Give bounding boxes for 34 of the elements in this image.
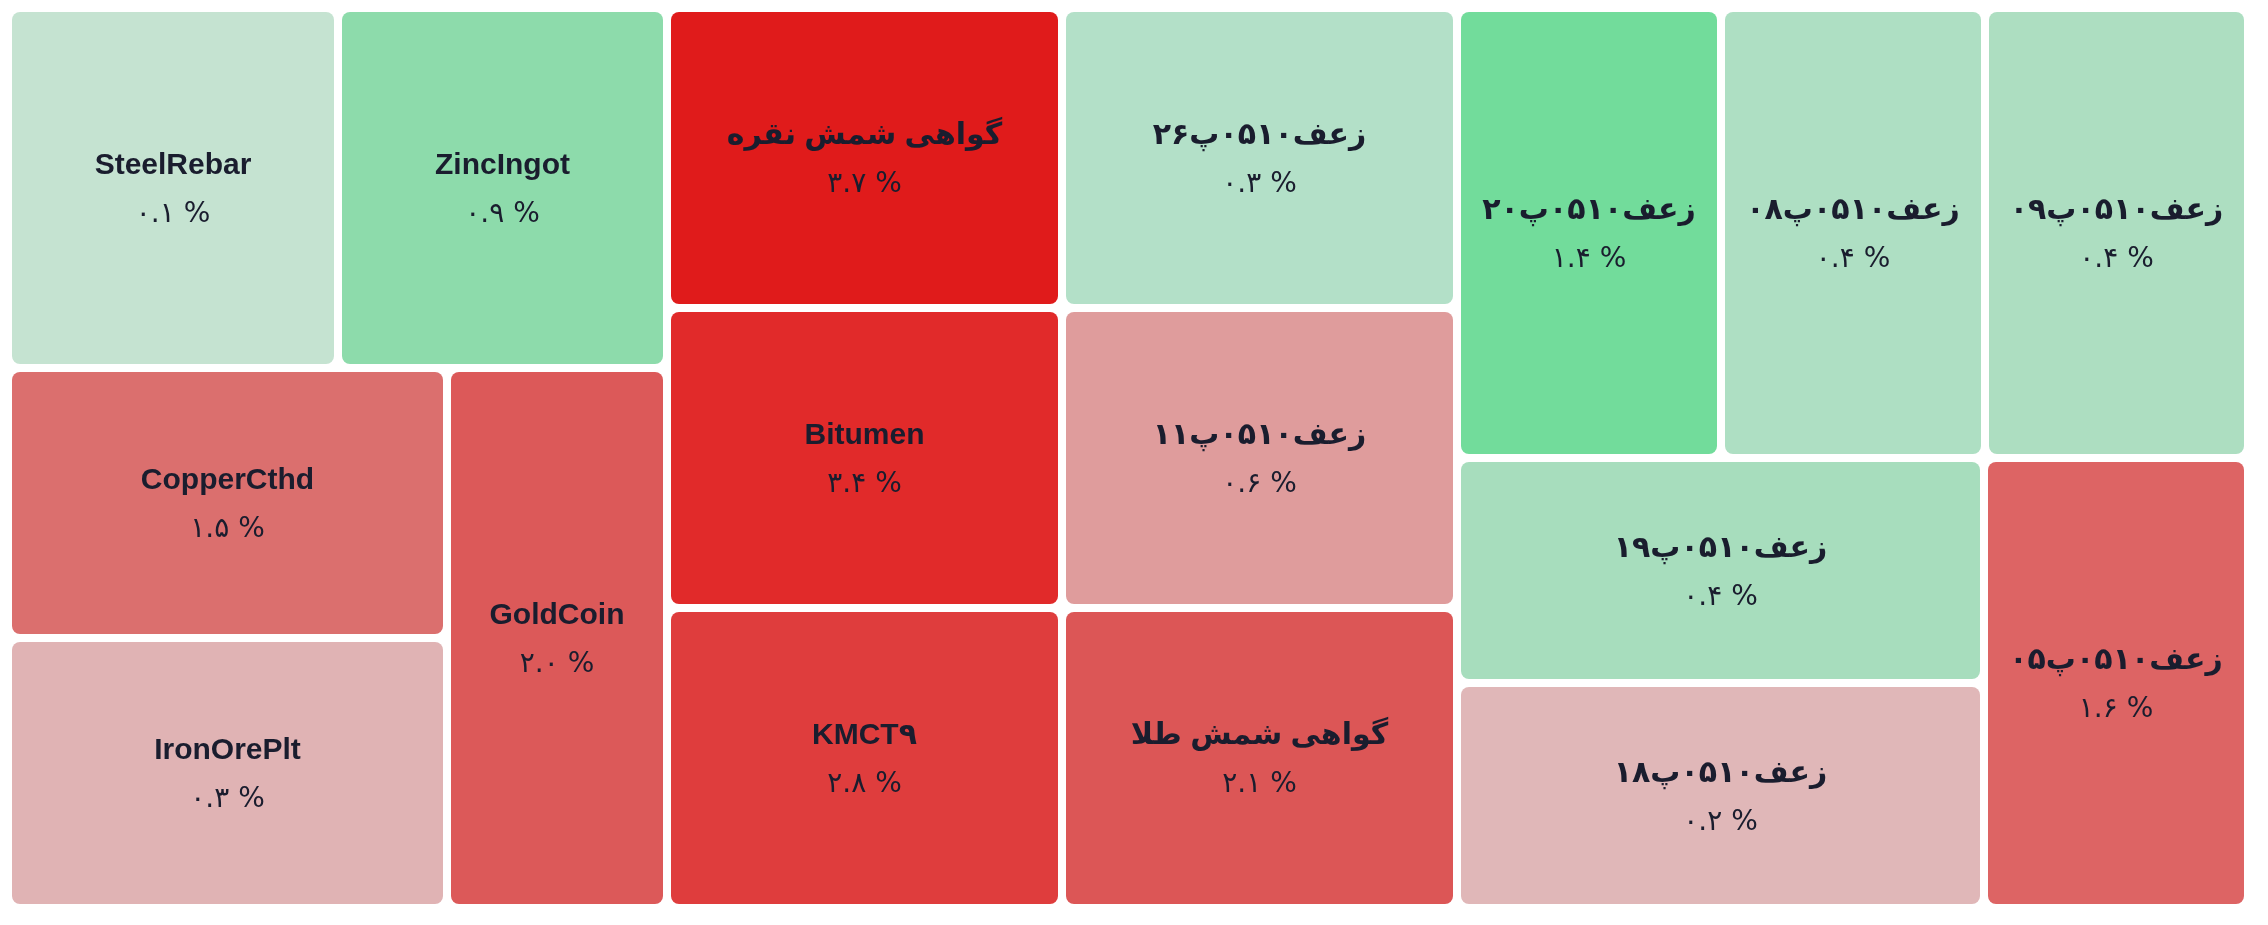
- data-label: ۰.۴ %: [1815, 241, 1891, 274]
- category-label: زعف۰۵۱۰پ۱۸: [1613, 754, 1828, 790]
- data-label: ۰.۱ %: [135, 196, 211, 229]
- data-label: ۰.۴ %: [2079, 241, 2154, 274]
- category-label: گواهی شمش طلا: [1130, 716, 1389, 751]
- category-label: زعف۰۵۱۰پ۰۹: [2009, 192, 2224, 227]
- category-label: گواهی شمش نقره: [726, 116, 1003, 151]
- category-label: زعف۰۵۱۰پ۲۰: [1482, 192, 1696, 227]
- data-label: ۱.۴ %: [1551, 241, 1627, 274]
- category-label: CopperCthd: [140, 462, 315, 495]
- data-label: ۱.۶ %: [2078, 691, 2154, 724]
- data-label: ۰.۶ %: [1222, 466, 1297, 499]
- data-label: ۲.۸ %: [827, 766, 902, 799]
- data-label: ۰.۹ %: [465, 196, 540, 229]
- data-label: ۰.۳ %: [190, 781, 265, 814]
- data-label: ۳.۷ %: [827, 166, 902, 199]
- category-label: زعف۰۵۱۰پ۰۸: [1746, 192, 1960, 227]
- data-label: ۰.۲ %: [1683, 803, 1758, 837]
- category-label: ZincIngot: [435, 147, 570, 180]
- data-label: ۱.۵ %: [190, 511, 265, 544]
- category-label: SteelRebar: [94, 147, 252, 180]
- category-label: زعف۰۵۱۰پ۰۵: [2009, 642, 2223, 677]
- category-label: KMCT۹: [812, 717, 917, 750]
- category-label: GoldCoin: [489, 597, 625, 630]
- category-label: Bitumen: [804, 417, 925, 450]
- data-label: ۰.۴ %: [1683, 578, 1758, 612]
- category-label: IronOrePlt: [154, 732, 301, 765]
- category-label: زعف۰۵۱۰پ۱۹: [1613, 529, 1828, 565]
- data-label: ۳.۴ %: [827, 466, 902, 499]
- data-label: ۰.۳ %: [1222, 166, 1297, 199]
- category-label: زعف۰۵۱۰پ۱۱: [1152, 417, 1367, 452]
- data-label: ۲.۰ %: [519, 646, 595, 679]
- category-label: زعف۰۵۱۰پ۲۶: [1152, 117, 1367, 152]
- data-label: ۲.۱ %: [1222, 766, 1297, 799]
